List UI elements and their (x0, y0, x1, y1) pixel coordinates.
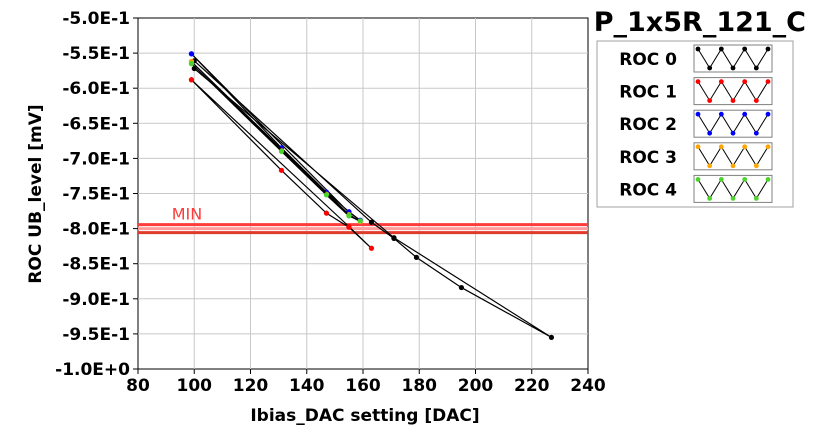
legend-swatch-marker (742, 144, 748, 150)
chart-title: P_1x5R_121_C (594, 7, 806, 38)
legend-swatch-marker (730, 130, 736, 136)
data-point (188, 77, 195, 83)
x-tick-label: 160 (345, 376, 381, 396)
y-tick-label: -6.5E-1 (62, 114, 130, 134)
y-tick-label: -9.5E-1 (62, 325, 130, 345)
data-point (368, 219, 375, 225)
x-tick-label: 100 (177, 376, 213, 396)
x-tick-label: 220 (514, 376, 550, 396)
legend-swatch-marker (753, 196, 759, 201)
data-point (323, 192, 330, 198)
axis-ticks: 80 100 120 140 160 180 200 220 240 -5.0E-1 -5.5E-1… (55, 9, 606, 396)
y-tick-label: -5.0E-1 (62, 9, 130, 29)
legend-swatch-marker (707, 98, 713, 103)
data-point (357, 218, 363, 224)
y-tick-label: -6.0E-1 (62, 79, 130, 99)
legend-swatch-marker (742, 111, 748, 117)
legend-swatch-marker (753, 130, 759, 136)
legend-swatch-marker (730, 65, 736, 71)
legend-swatch-marker (765, 79, 771, 84)
y-tick-label: -9.0E-1 (62, 290, 130, 310)
legend-swatch-marker (753, 98, 759, 103)
x-tick-label: 140 (289, 376, 325, 396)
legend-swatch-marker (765, 177, 771, 182)
legend-swatch-marker (707, 163, 713, 169)
legend-swatch-marker (695, 177, 701, 182)
legend-swatch-marker (718, 79, 724, 84)
data-point (278, 167, 285, 173)
legend-swatch-marker (742, 46, 748, 52)
x-axis-title: Ibias_DAC setting [DAC] (250, 406, 479, 426)
data-point (368, 245, 375, 251)
min-label: MIN (172, 205, 203, 224)
y-tick-label: -5.5E-1 (62, 44, 130, 64)
data-point (323, 210, 330, 216)
x-tick-label: 80 (126, 376, 150, 396)
x-tick-label: 120 (233, 376, 269, 396)
legend-swatch-marker (765, 144, 771, 150)
legend-swatch-marker (695, 111, 701, 117)
data-point (188, 51, 195, 57)
legend-swatch-marker (718, 177, 724, 182)
legend-swatch-marker (718, 111, 724, 117)
y-tick-label: -1.0E+0 (55, 360, 130, 380)
data-point (346, 223, 352, 230)
y-axis-title: ROC UB_level [mV] (26, 104, 46, 283)
legend-swatch-marker (765, 111, 771, 117)
y-tick-label: -7.5E-1 (62, 185, 130, 205)
legend-swatch-marker (707, 196, 713, 201)
x-tick-label: 200 (458, 376, 494, 396)
data-point (188, 61, 195, 67)
legend-swatch-marker (718, 46, 724, 52)
y-tick-label: -8.5E-1 (62, 255, 130, 275)
legend-swatch-marker (718, 144, 724, 150)
legend-swatch-marker (695, 79, 701, 84)
legend-swatch-marker (753, 163, 759, 169)
legend-swatch-marker (730, 196, 736, 201)
legend: ROC 0 ROC 1 ROC 2 ROC 3 ROC 4 (596, 40, 794, 208)
x-tick-label: 180 (402, 376, 438, 396)
y-tick-label: -7.0E-1 (62, 149, 130, 169)
legend-label: ROC 2 (619, 115, 677, 135)
legend-swatch-marker (695, 144, 701, 150)
legend-swatch-marker (707, 65, 713, 71)
data-point (548, 334, 555, 341)
legend-swatch-marker (695, 46, 701, 52)
x-tick-label: 240 (570, 376, 606, 396)
legend-swatch-marker (742, 79, 748, 84)
y-tick-label: -8.0E-1 (62, 220, 130, 240)
data-point (391, 235, 397, 241)
data-point (278, 148, 285, 154)
legend-swatch-marker (765, 46, 771, 52)
legend-swatch-marker (730, 163, 736, 169)
legend-swatch-marker (753, 65, 759, 71)
series-lines (188, 51, 555, 341)
legend-swatch-marker (707, 130, 713, 136)
legend-label: ROC 3 (619, 148, 677, 168)
min-threshold: MIN (138, 205, 588, 235)
legend-label: ROC 4 (619, 180, 677, 200)
data-point (413, 254, 420, 260)
data-point (346, 212, 352, 218)
grid (138, 18, 588, 369)
legend-label: ROC 1 (619, 83, 677, 103)
legend-label: ROC 0 (619, 50, 677, 70)
legend-swatch-marker (742, 177, 748, 182)
series-line (193, 60, 552, 338)
legend-swatch-marker (730, 98, 736, 103)
data-point (458, 284, 465, 291)
